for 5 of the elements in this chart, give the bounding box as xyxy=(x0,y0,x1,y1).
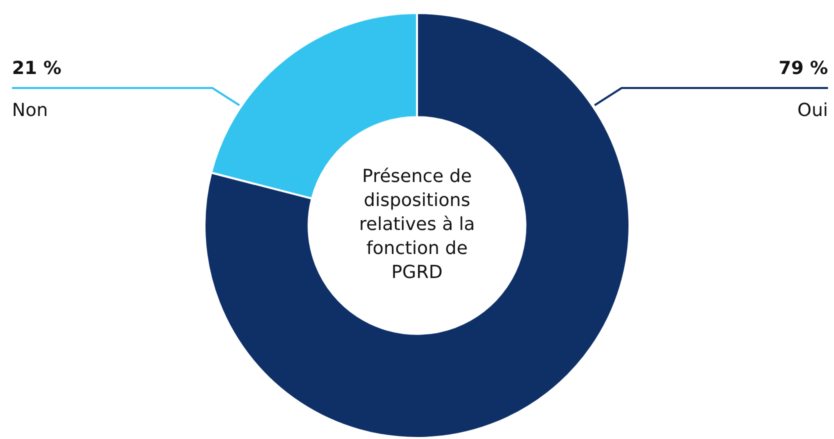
slice-label: Oui xyxy=(797,100,828,121)
data-label: 79 % xyxy=(778,58,828,79)
text: Présence de dispositions relatives à la fonction de PGRD xyxy=(359,166,475,284)
slice-label: Non xyxy=(12,100,48,121)
data-label: 21 % xyxy=(12,58,62,79)
